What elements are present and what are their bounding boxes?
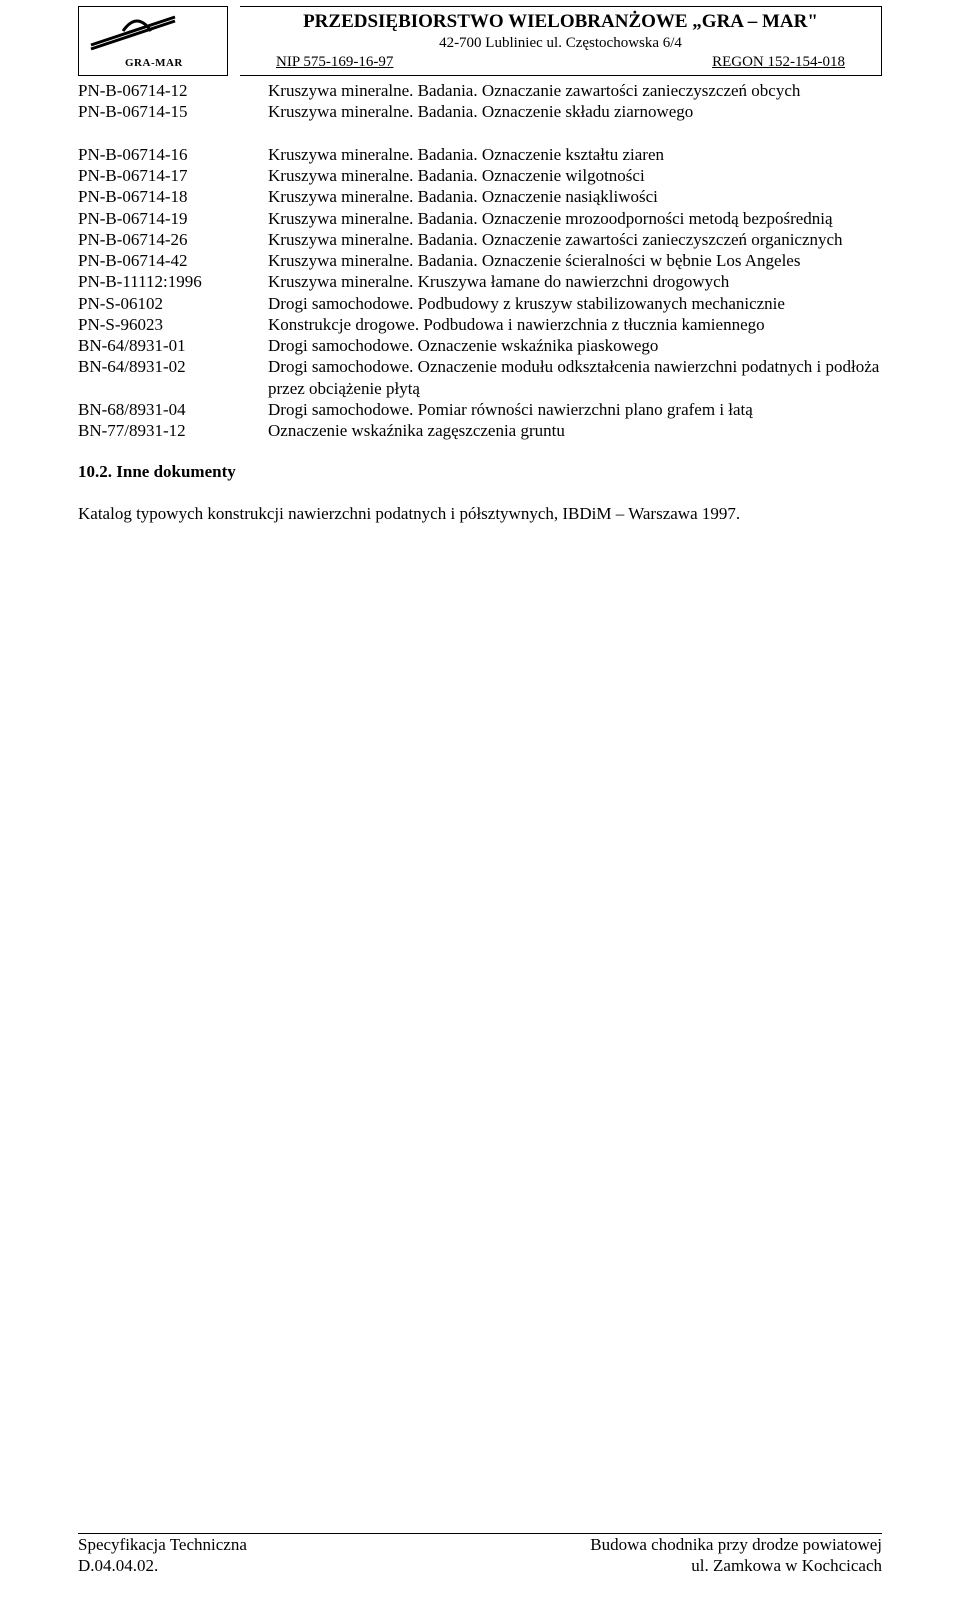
standard-code: PN-B-06714-16 [78,144,268,165]
standard-code: PN-B-06714-17 [78,165,268,186]
standard-code: PN-S-96023 [78,314,268,335]
standard-row: PN-B-06714-19Kruszywa mineralne. Badania… [78,208,882,229]
standards-list: PN-B-06714-12Kruszywa mineralne. Badania… [78,80,882,441]
standard-code: PN-B-06714-12 [78,80,268,101]
standard-row: PN-S-96023Konstrukcje drogowe. Podbudowa… [78,314,882,335]
standard-row: PN-B-06714-16Kruszywa mineralne. Badania… [78,144,882,165]
standard-text: Kruszywa mineralne. Badania. Oznaczenie … [268,101,882,122]
footer-right-2: ul. Zamkowa w Kochcicach [691,1555,882,1576]
standard-code: PN-S-06102 [78,293,268,314]
standard-row: BN-77/8931-12Oznaczenie wskaźnika zagęsz… [78,420,882,441]
standard-code: BN-64/8931-01 [78,335,268,356]
standard-code: BN-77/8931-12 [78,420,268,441]
standard-text: Drogi samochodowe. Pomiar równości nawie… [268,399,882,420]
gra-mar-logo-icon [89,13,177,51]
standard-text: Kruszywa mineralne. Badania. Oznaczenie … [268,144,882,165]
section-paragraph: Katalog typowych konstrukcji nawierzchni… [78,503,882,524]
standard-code: PN-B-06714-19 [78,208,268,229]
standard-text: Kruszywa mineralne. Badania. Oznaczenie … [268,250,882,271]
company-info: PRZEDSIĘBIORSTWO WIELOBRANŻOWE „GRA – MA… [240,6,882,76]
standard-code: BN-64/8931-02 [78,356,268,377]
standard-text: Drogi samochodowe. Oznaczenie modułu odk… [268,356,882,399]
standard-text: Konstrukcje drogowe. Podbudowa i nawierz… [268,314,882,335]
standard-text [268,123,882,144]
standard-code: PN-B-06714-42 [78,250,268,271]
page-footer: Specyfikacja Techniczna Budowa chodnika … [78,1533,882,1577]
standard-row: PN-B-06714-15Kruszywa mineralne. Badania… [78,101,882,122]
company-ids: NIP 575-169-16-97 REGON 152-154-018 [248,53,873,72]
footer-left-1: Specyfikacja Techniczna [78,1534,247,1555]
standard-code: PN-B-06714-18 [78,186,268,207]
section-heading: 10.2. Inne dokumenty [78,461,882,482]
regon: REGON 152-154-018 [712,53,845,72]
standard-text: Drogi samochodowe. Podbudowy z kruszyw s… [268,293,882,314]
standard-text: Kruszywa mineralne. Badania. Oznaczenie … [268,208,882,229]
logo-box: GRA-MAR [78,6,228,76]
standard-text: Drogi samochodowe. Oznaczenie wskaźnika … [268,335,882,356]
logo-label: GRA-MAR [125,57,183,71]
standard-row: PN-B-11112:1996Kruszywa mineralne. Krusz… [78,271,882,292]
standard-code: PN-B-06714-26 [78,229,268,250]
standard-text: Kruszywa mineralne. Badania. Oznaczenie … [268,229,882,250]
standard-text: Oznaczenie wskaźnika zagęszczenia gruntu [268,420,882,441]
standard-code: PN-B-11112:1996 [78,271,268,292]
standard-text: Kruszywa mineralne. Badania. Oznaczanie … [268,80,882,101]
standard-row: BN-68/8931-04Drogi samochodowe. Pomiar r… [78,399,882,420]
standard-row: PN-B-06714-42Kruszywa mineralne. Badania… [78,250,882,271]
standard-text: Kruszywa mineralne. Badania. Oznaczenie … [268,186,882,207]
page-header: GRA-MAR PRZEDSIĘBIORSTWO WIELOBRANŻOWE „… [78,6,882,76]
footer-left-2: D.04.04.02. [78,1555,158,1576]
standard-row: BN-64/8931-01Drogi samochodowe. Oznaczen… [78,335,882,356]
standard-row: PN-B-06714-18Kruszywa mineralne. Badania… [78,186,882,207]
standard-row [78,123,882,144]
standard-row: PN-B-06714-12Kruszywa mineralne. Badania… [78,80,882,101]
company-name: PRZEDSIĘBIORSTWO WIELOBRANŻOWE „GRA – MA… [248,10,873,34]
standard-code: BN-68/8931-04 [78,399,268,420]
standard-row: BN-64/8931-02Drogi samochodowe. Oznaczen… [78,356,882,399]
standard-text: Kruszywa mineralne. Kruszywa łamane do n… [268,271,882,292]
standard-code: PN-B-06714-15 [78,101,268,122]
standard-row: PN-B-06714-26Kruszywa mineralne. Badania… [78,229,882,250]
company-address: 42-700 Lubliniec ul. Częstochowska 6/4 [248,34,873,53]
standard-text: Kruszywa mineralne. Badania. Oznaczenie … [268,165,882,186]
standard-row: PN-B-06714-17Kruszywa mineralne. Badania… [78,165,882,186]
footer-right-1: Budowa chodnika przy drodze powiatowej [590,1534,882,1555]
nip: NIP 575-169-16-97 [276,53,393,72]
standard-row: PN-S-06102Drogi samochodowe. Podbudowy z… [78,293,882,314]
